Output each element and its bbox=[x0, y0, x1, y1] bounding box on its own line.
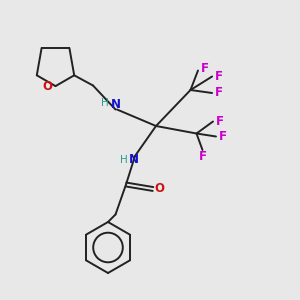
Text: F: F bbox=[199, 149, 206, 163]
Text: O: O bbox=[42, 80, 52, 93]
Text: F: F bbox=[219, 130, 226, 143]
Text: H: H bbox=[120, 154, 128, 165]
Text: O: O bbox=[154, 182, 165, 196]
Text: F: F bbox=[215, 86, 223, 100]
Text: F: F bbox=[216, 115, 224, 128]
Text: H: H bbox=[101, 98, 109, 108]
Text: F: F bbox=[215, 70, 223, 83]
Text: N: N bbox=[128, 153, 139, 166]
Text: F: F bbox=[201, 62, 208, 76]
Text: N: N bbox=[110, 98, 121, 112]
